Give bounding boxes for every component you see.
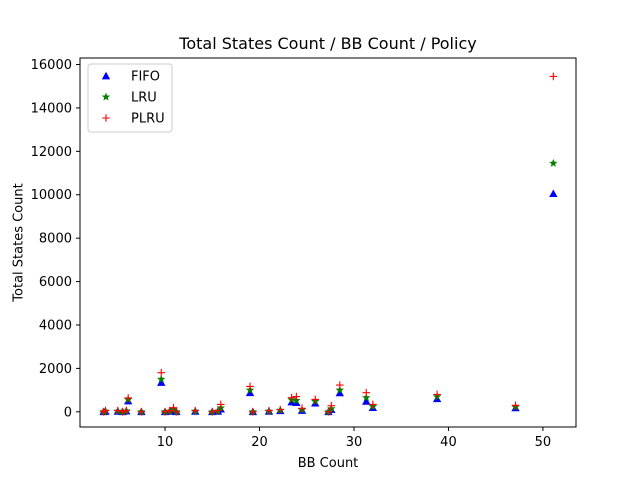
legend-label-fifo: FIFO [131, 70, 160, 85]
y-tick-label: 4000 [39, 318, 72, 333]
y-tick-label: 2000 [39, 362, 72, 377]
data-point-plru [208, 408, 217, 416]
data-point-fifo [335, 388, 345, 397]
legend-marker-fifo [101, 71, 111, 80]
data-point-plru [362, 388, 371, 397]
data-point-plru [292, 392, 301, 401]
x-tick-label: 10 [157, 435, 174, 450]
data-marks [99, 72, 558, 416]
chart-title: Total States Count / BB Count / Policy [178, 34, 476, 53]
data-point-plru [433, 390, 441, 399]
data-point-lru [362, 393, 371, 402]
data-point-plru [99, 408, 108, 416]
legend-box [87, 63, 173, 133]
data-point-plru [118, 408, 127, 416]
data-point-fifo [245, 388, 255, 397]
axes-frame [79, 57, 577, 428]
x-tick-label: 50 [535, 435, 552, 450]
y-tick-label: 16000 [31, 58, 72, 73]
data-point-plru [157, 368, 166, 377]
y-tick-label: 6000 [39, 275, 72, 290]
data-point-plru [287, 393, 296, 402]
data-point-plru [169, 403, 178, 412]
data-point-plru [124, 394, 132, 402]
x-tick-label: 30 [346, 435, 363, 450]
data-point-plru [101, 406, 110, 415]
data-point-plru [216, 400, 225, 409]
y-tick-label: 0 [64, 405, 72, 420]
x-tick-label: 40 [440, 435, 457, 450]
data-point-plru [549, 72, 558, 81]
series-plru [99, 72, 558, 416]
data-point-fifo [549, 189, 558, 198]
legend: FIFO LRU PLRU [87, 63, 173, 133]
data-point-plru [369, 400, 377, 409]
data-point-plru [172, 408, 181, 416]
data-point-fifo [362, 397, 371, 405]
data-point-plru [249, 408, 257, 416]
legend-label-plru: PLRU [131, 112, 165, 127]
legend-marker-lru [101, 92, 111, 101]
data-point-plru [113, 406, 122, 415]
legend-marker-plru [102, 114, 110, 122]
data-point-plru [311, 395, 320, 404]
y-tick-label: 8000 [39, 232, 72, 247]
data-point-plru [511, 401, 520, 410]
data-point-plru [137, 408, 146, 416]
y-axis-label: Total States Count [12, 183, 27, 302]
data-point-plru [324, 408, 333, 416]
data-point-plru [327, 401, 336, 410]
data-point-plru [161, 408, 169, 416]
data-point-plru [298, 404, 306, 413]
data-point-lru [549, 158, 558, 167]
data-point-lru [157, 374, 166, 383]
data-point-fifo [157, 378, 166, 386]
y-tick-label: 12000 [31, 145, 72, 160]
data-point-plru [191, 406, 200, 415]
data-point-plru [265, 406, 273, 415]
y-tick-label: 14000 [31, 101, 72, 116]
data-point-plru [246, 382, 254, 391]
x-axis-ticks: 10 20 30 40 50 [157, 427, 551, 450]
data-point-plru [122, 406, 131, 415]
x-axis-label: BB Count [298, 456, 359, 471]
x-tick-label: 20 [251, 435, 268, 450]
data-point-lru [335, 385, 344, 394]
data-point-plru [336, 381, 344, 389]
legend-label-lru: LRU [131, 91, 157, 106]
data-point-plru [276, 405, 285, 414]
y-tick-label: 10000 [31, 188, 72, 203]
data-point-plru [214, 406, 222, 415]
y-axis-ticks: 0 2000 4000 6000 8000 10000 12000 14000 16000 [31, 58, 80, 420]
